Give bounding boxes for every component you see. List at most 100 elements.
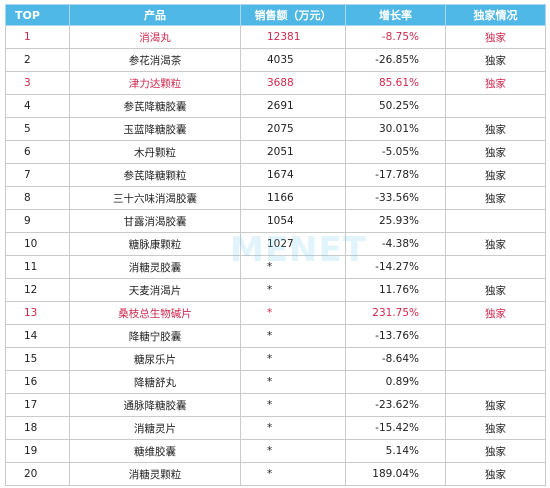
growth-cell: 0.89% [345,370,446,394]
table-row: 15 糖尿乐片 * -8.64% [5,347,546,371]
table-row: 14 降糖宁胶囊 * -13.76% [5,324,546,348]
product-cell: 木丹颗粒 [69,140,241,164]
exclusive-cell [445,324,546,348]
sales-cell: 1027 [240,232,346,256]
table-row: 13 桑枝总生物碱片 * 231.75% 独家 [5,301,546,325]
sales-cell: * [240,370,346,394]
exclusive-cell: 独家 [445,278,546,302]
header-top: TOP [5,4,70,26]
rank-cell: 9 [5,209,70,233]
product-cell: 玉蓝降糖胶囊 [69,117,241,141]
product-cell: 糖维胶囊 [69,439,241,463]
header-sales: 销售额（万元） [240,4,346,26]
exclusive-cell: 独家 [445,393,546,417]
sales-cell: * [240,439,346,463]
product-cell: 参花消渴茶 [69,48,241,72]
growth-cell: -33.56% [345,186,446,210]
table-row: 6 木丹颗粒 2051 -5.05% 独家 [5,140,546,164]
exclusive-cell: 独家 [445,25,546,49]
rank-cell: 5 [5,117,70,141]
rank-cell: 7 [5,163,70,187]
growth-cell: 30.01% [345,117,446,141]
rank-cell: 12 [5,278,70,302]
growth-cell: -4.38% [345,232,446,256]
exclusive-cell: 独家 [445,416,546,440]
ranking-table: TOP 产品 销售额（万元） 增长率 独家情况 1 消渴丸 12381 -8.75% 独… [5,4,546,486]
growth-cell: 5.14% [345,439,446,463]
table-row: 9 甘露消渴胶囊 1054 25.93% [5,209,546,233]
rank-cell: 10 [5,232,70,256]
sales-cell: * [240,416,346,440]
table-header-row: TOP 产品 销售额（万元） 增长率 独家情况 [5,4,546,26]
product-cell: 三十六味消渴胶囊 [69,186,241,210]
sales-cell: 2075 [240,117,346,141]
rank-cell: 11 [5,255,70,279]
table-row: 3 津力达颗粒 3688 85.61% 独家 [5,71,546,95]
sales-cell: 2051 [240,140,346,164]
sales-cell: * [240,255,346,279]
sales-cell: 12381 [240,25,346,49]
table-row: 4 参芪降糖胶囊 2691 50.25% [5,94,546,118]
rank-cell: 20 [5,462,70,486]
table-row: 11 消糖灵胶囊 * -14.27% [5,255,546,279]
rank-cell: 2 [5,48,70,72]
growth-cell: 50.25% [345,94,446,118]
product-cell: 参芪降糖颗粒 [69,163,241,187]
header-exclusive: 独家情况 [445,4,546,26]
exclusive-cell: 独家 [445,140,546,164]
sales-cell: 1674 [240,163,346,187]
rank-cell: 1 [5,25,70,49]
exclusive-cell: 独家 [445,232,546,256]
sales-cell: * [240,462,346,486]
growth-cell: 11.76% [345,278,446,302]
exclusive-cell [445,255,546,279]
exclusive-cell [445,347,546,371]
growth-cell: -8.64% [345,347,446,371]
rank-cell: 17 [5,393,70,417]
table-row: 20 消糖灵颗粒 * 189.04% 独家 [5,462,546,486]
ranking-table-container: TOP 产品 销售额（万元） 增长率 独家情况 1 消渴丸 12381 -8.75% 独… [5,4,546,486]
product-cell: 津力达颗粒 [69,71,241,95]
exclusive-cell: 独家 [445,186,546,210]
exclusive-cell: 独家 [445,462,546,486]
product-cell: 消渴丸 [69,25,241,49]
table-row: 2 参花消渴茶 4035 -26.85% 独家 [5,48,546,72]
product-cell: 降糖宁胶囊 [69,324,241,348]
growth-cell: -23.62% [345,393,446,417]
exclusive-cell: 独家 [445,117,546,141]
exclusive-cell: 独家 [445,301,546,325]
rank-cell: 13 [5,301,70,325]
rank-cell: 8 [5,186,70,210]
product-cell: 桑枝总生物碱片 [69,301,241,325]
sales-cell: 1054 [240,209,346,233]
table-row: 1 消渴丸 12381 -8.75% 独家 [5,25,546,49]
product-cell: 参芪降糖胶囊 [69,94,241,118]
exclusive-cell [445,94,546,118]
header-growth: 增长率 [345,4,446,26]
exclusive-cell: 独家 [445,71,546,95]
table-row: 19 糖维胶囊 * 5.14% 独家 [5,439,546,463]
product-cell: 甘露消渴胶囊 [69,209,241,233]
sales-cell: 3688 [240,71,346,95]
growth-cell: -13.76% [345,324,446,348]
table-row: 5 玉蓝降糖胶囊 2075 30.01% 独家 [5,117,546,141]
product-cell: 糖脉康颗粒 [69,232,241,256]
product-cell: 消糖灵颗粒 [69,462,241,486]
exclusive-cell: 独家 [445,163,546,187]
sales-cell: * [240,301,346,325]
growth-cell: 25.93% [345,209,446,233]
sales-cell: * [240,324,346,348]
rank-cell: 3 [5,71,70,95]
growth-cell: -15.42% [345,416,446,440]
rank-cell: 19 [5,439,70,463]
table-row: 8 三十六味消渴胶囊 1166 -33.56% 独家 [5,186,546,210]
growth-cell: 85.61% [345,71,446,95]
rank-cell: 14 [5,324,70,348]
table-row: 10 糖脉康颗粒 1027 -4.38% 独家 [5,232,546,256]
sales-cell: * [240,393,346,417]
growth-cell: -5.05% [345,140,446,164]
sales-cell: 2691 [240,94,346,118]
exclusive-cell: 独家 [445,48,546,72]
growth-cell: 231.75% [345,301,446,325]
product-cell: 降糖舒丸 [69,370,241,394]
